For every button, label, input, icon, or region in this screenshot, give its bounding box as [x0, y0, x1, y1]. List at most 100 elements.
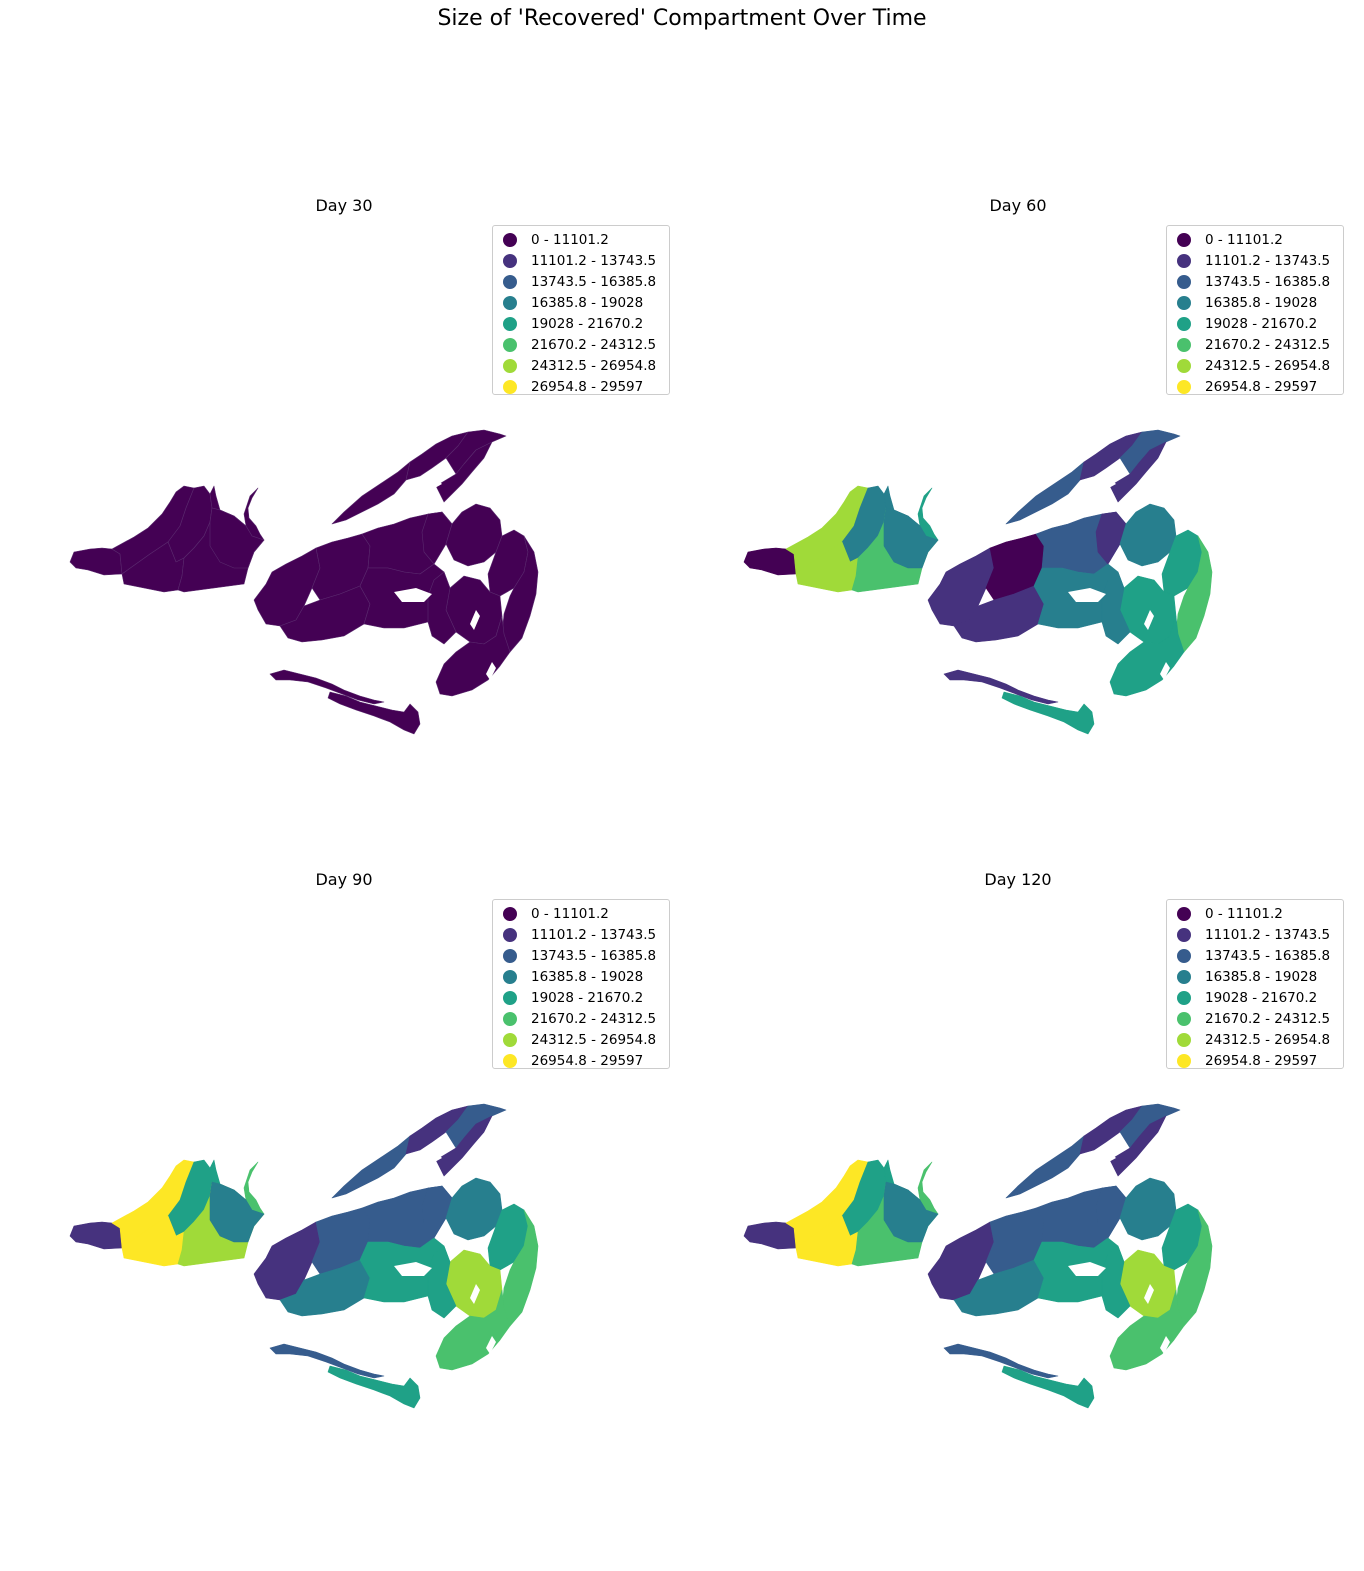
- region-south-1: [1001, 691, 1095, 735]
- legend-item: 26954.8 - 29597: [503, 1050, 669, 1071]
- region-central-5: [421, 511, 453, 565]
- legend-swatch: [503, 1011, 517, 1026]
- legend-label: 19028 - 21670.2: [1205, 989, 1318, 1006]
- water-gap-0: [394, 588, 432, 602]
- legend-item: 11101.2 - 13743.5: [1177, 924, 1343, 945]
- legend-label: 21670.2 - 24312.5: [531, 1010, 657, 1027]
- region-wedge-3: [209, 1181, 265, 1243]
- legend-item: 24312.5 - 26954.8: [503, 1029, 669, 1050]
- region-south-0: [269, 1343, 385, 1379]
- legend-item: 21670.2 - 24312.5: [1177, 334, 1343, 355]
- region-wedge-1: [883, 1159, 895, 1185]
- region-central-5: [1095, 511, 1127, 565]
- legend-item: 16385.8 - 19028: [503, 292, 669, 313]
- legend-swatch: [1177, 379, 1191, 394]
- region-west-0: [743, 547, 797, 576]
- legend-item: 24312.5 - 26954.8: [1177, 355, 1343, 376]
- legend-label: 19028 - 21670.2: [531, 989, 644, 1006]
- region-east-0: [1119, 503, 1177, 567]
- legend-item: 19028 - 21670.2: [1177, 987, 1343, 1008]
- legend-item: 0 - 11101.2: [503, 903, 669, 924]
- region-north-3: [1109, 1115, 1167, 1177]
- choropleth-map: [743, 1103, 1213, 1409]
- region-north-3: [435, 441, 493, 503]
- region-north-3: [1109, 441, 1167, 503]
- region-south-1: [1001, 1365, 1095, 1409]
- legend-swatch: [1177, 1053, 1191, 1068]
- legend-item: 21670.2 - 24312.5: [1177, 1008, 1343, 1029]
- legend-item: 0 - 11101.2: [503, 229, 669, 250]
- region-north-3: [435, 1115, 493, 1177]
- region-wedge-3: [883, 1181, 939, 1243]
- region-east-5: [427, 571, 457, 645]
- water-gap-0: [394, 1262, 432, 1276]
- region-east-4: [1109, 1289, 1185, 1371]
- region-wedge-3: [209, 507, 265, 569]
- region-east-5: [427, 1245, 457, 1319]
- region-east-4: [435, 615, 511, 697]
- legend: 0 - 11101.2 11101.2 - 13743.5 13743.5 - 16…: [492, 225, 670, 395]
- region-east-5: [1101, 1245, 1131, 1319]
- water-gap-1: [1074, 480, 1116, 502]
- water-gap-2: [1144, 610, 1154, 630]
- legend-label: 11101.2 - 13743.5: [1205, 252, 1331, 269]
- legend-swatch: [1177, 295, 1191, 310]
- choropleth-map: [743, 429, 1213, 735]
- legend-swatch: [503, 316, 517, 331]
- legend-item: 21670.2 - 24312.5: [503, 334, 669, 355]
- legend-label: 26954.8 - 29597: [531, 1052, 644, 1069]
- legend-item: 24312.5 - 26954.8: [1177, 1029, 1343, 1050]
- legend-swatch: [1177, 927, 1191, 942]
- legend-item: 11101.2 - 13743.5: [503, 250, 669, 271]
- legend-swatch: [1177, 969, 1191, 984]
- legend-label: 19028 - 21670.2: [531, 315, 644, 332]
- legend-swatch: [1177, 990, 1191, 1005]
- legend-label: 16385.8 - 19028: [531, 968, 644, 985]
- legend-swatch: [1177, 316, 1191, 331]
- region-east-3: [445, 575, 503, 645]
- legend-swatch: [503, 232, 517, 247]
- region-west-0: [743, 1221, 797, 1250]
- region-west-0: [69, 547, 123, 576]
- water-gap-3: [1160, 662, 1170, 680]
- legend-item: 16385.8 - 19028: [503, 966, 669, 987]
- legend-label: 24312.5 - 26954.8: [1205, 357, 1331, 374]
- legend-swatch: [503, 379, 517, 394]
- region-east-0: [1119, 1177, 1177, 1241]
- legend-label: 13743.5 - 16385.8: [531, 947, 657, 964]
- legend-item: 13743.5 - 16385.8: [503, 945, 669, 966]
- legend-label: 26954.8 - 29597: [531, 378, 644, 395]
- legend-label: 16385.8 - 19028: [1205, 968, 1318, 985]
- legend-swatch: [1177, 1032, 1191, 1047]
- legend-item: 13743.5 - 16385.8: [503, 271, 669, 292]
- region-east-3: [1119, 1249, 1177, 1319]
- legend-swatch: [503, 358, 517, 373]
- legend-swatch: [1177, 1011, 1191, 1026]
- legend-item: 19028 - 21670.2: [1177, 313, 1343, 334]
- region-east-3: [1119, 575, 1177, 645]
- region-east-4: [435, 1289, 511, 1371]
- legend-label: 11101.2 - 13743.5: [531, 252, 657, 269]
- legend-item: 19028 - 21670.2: [503, 987, 669, 1008]
- water-gap-2: [470, 610, 480, 630]
- legend: 0 - 11101.2 11101.2 - 13743.5 13743.5 - 16…: [1166, 899, 1344, 1069]
- region-south-1: [327, 1365, 421, 1409]
- region-central-5: [421, 1185, 453, 1239]
- water-gap-1: [400, 1154, 442, 1176]
- legend-label: 13743.5 - 16385.8: [531, 273, 657, 290]
- legend-label: 19028 - 21670.2: [1205, 315, 1318, 332]
- region-north-0: [331, 461, 411, 525]
- region-south-0: [943, 1343, 1059, 1379]
- legend-swatch: [1177, 358, 1191, 373]
- legend-label: 26954.8 - 29597: [1205, 1052, 1318, 1069]
- region-south-1: [327, 691, 421, 735]
- water-gap-2: [470, 1284, 480, 1304]
- region-east-5: [1101, 571, 1131, 645]
- legend-item: 26954.8 - 29597: [503, 376, 669, 397]
- panel-title: Day 30: [315, 196, 373, 215]
- region-east-3: [445, 1249, 503, 1319]
- legend-label: 21670.2 - 24312.5: [1205, 336, 1331, 353]
- legend-swatch: [1177, 906, 1191, 921]
- legend-swatch: [503, 906, 517, 921]
- region-north-0: [331, 1135, 411, 1199]
